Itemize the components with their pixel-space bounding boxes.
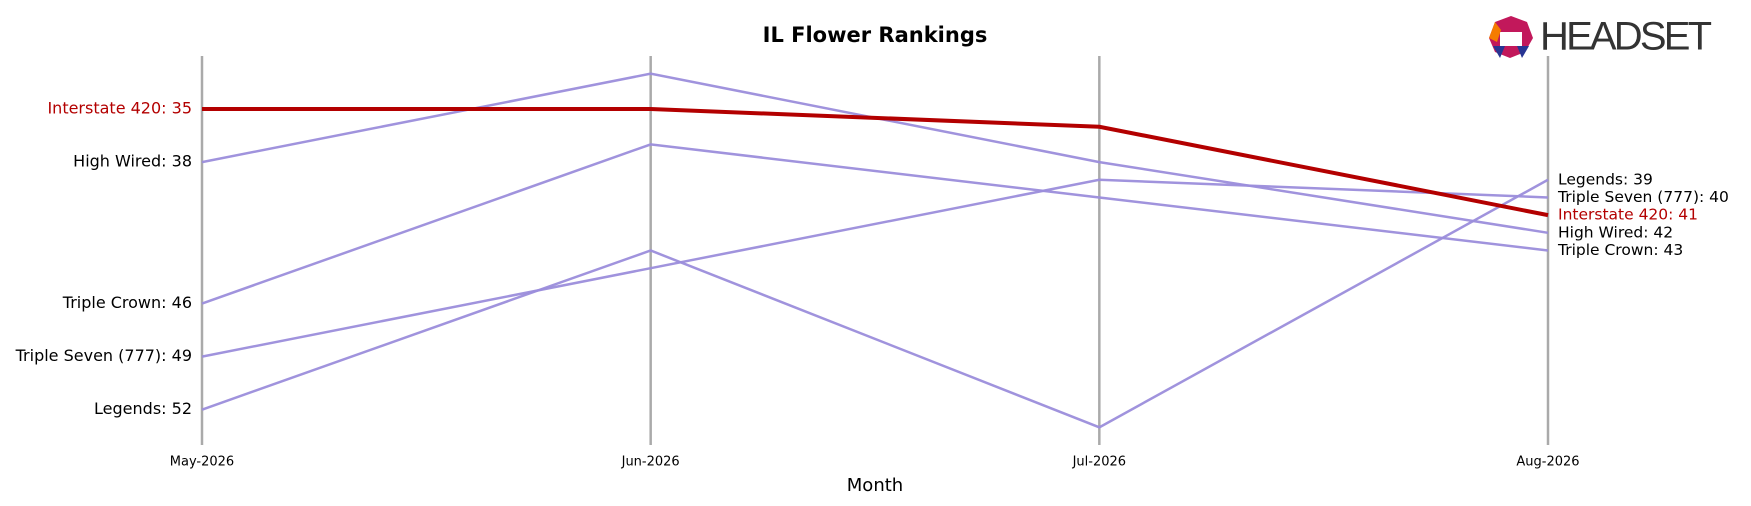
value-label: Interstate 420: 35: [47, 99, 192, 118]
series-line: [201, 178, 1549, 429]
x-tick-label: Jul-2026: [1072, 455, 1126, 470]
value-label: Triple Crown: 43: [1557, 241, 1683, 259]
series-line: [202, 107, 1549, 218]
logo-segment: [1517, 46, 1529, 58]
series-line: [201, 143, 1549, 305]
value-label: Triple Crown: 46: [62, 293, 192, 312]
series-line: [201, 72, 1549, 235]
value-label: Interstate 420: 41: [1558, 206, 1698, 224]
value-label: High Wired: 38: [73, 152, 192, 171]
series-line: [201, 178, 1549, 358]
value-label: Legends: 39: [1558, 170, 1653, 188]
logo-text: HEADSET: [1540, 15, 1712, 59]
x-axis-label: Month: [847, 475, 903, 496]
logo-hole: [1500, 32, 1522, 46]
chart-title: IL Flower Rankings: [763, 23, 988, 47]
x-tick-label: May-2026: [170, 455, 234, 470]
logo-segment: [1493, 46, 1505, 58]
x-tick-label: Aug-2026: [1516, 455, 1579, 470]
value-label: Triple Seven (777): 40: [1557, 188, 1729, 206]
value-label: Legends: 52: [94, 399, 192, 418]
logo: HEADSET: [1489, 15, 1712, 59]
x-tick-label: Jun-2026: [621, 455, 680, 470]
logo-segment: [1489, 22, 1501, 42]
value-label: High Wired: 42: [1558, 223, 1673, 241]
value-label: Triple Seven (777): 49: [15, 346, 192, 365]
